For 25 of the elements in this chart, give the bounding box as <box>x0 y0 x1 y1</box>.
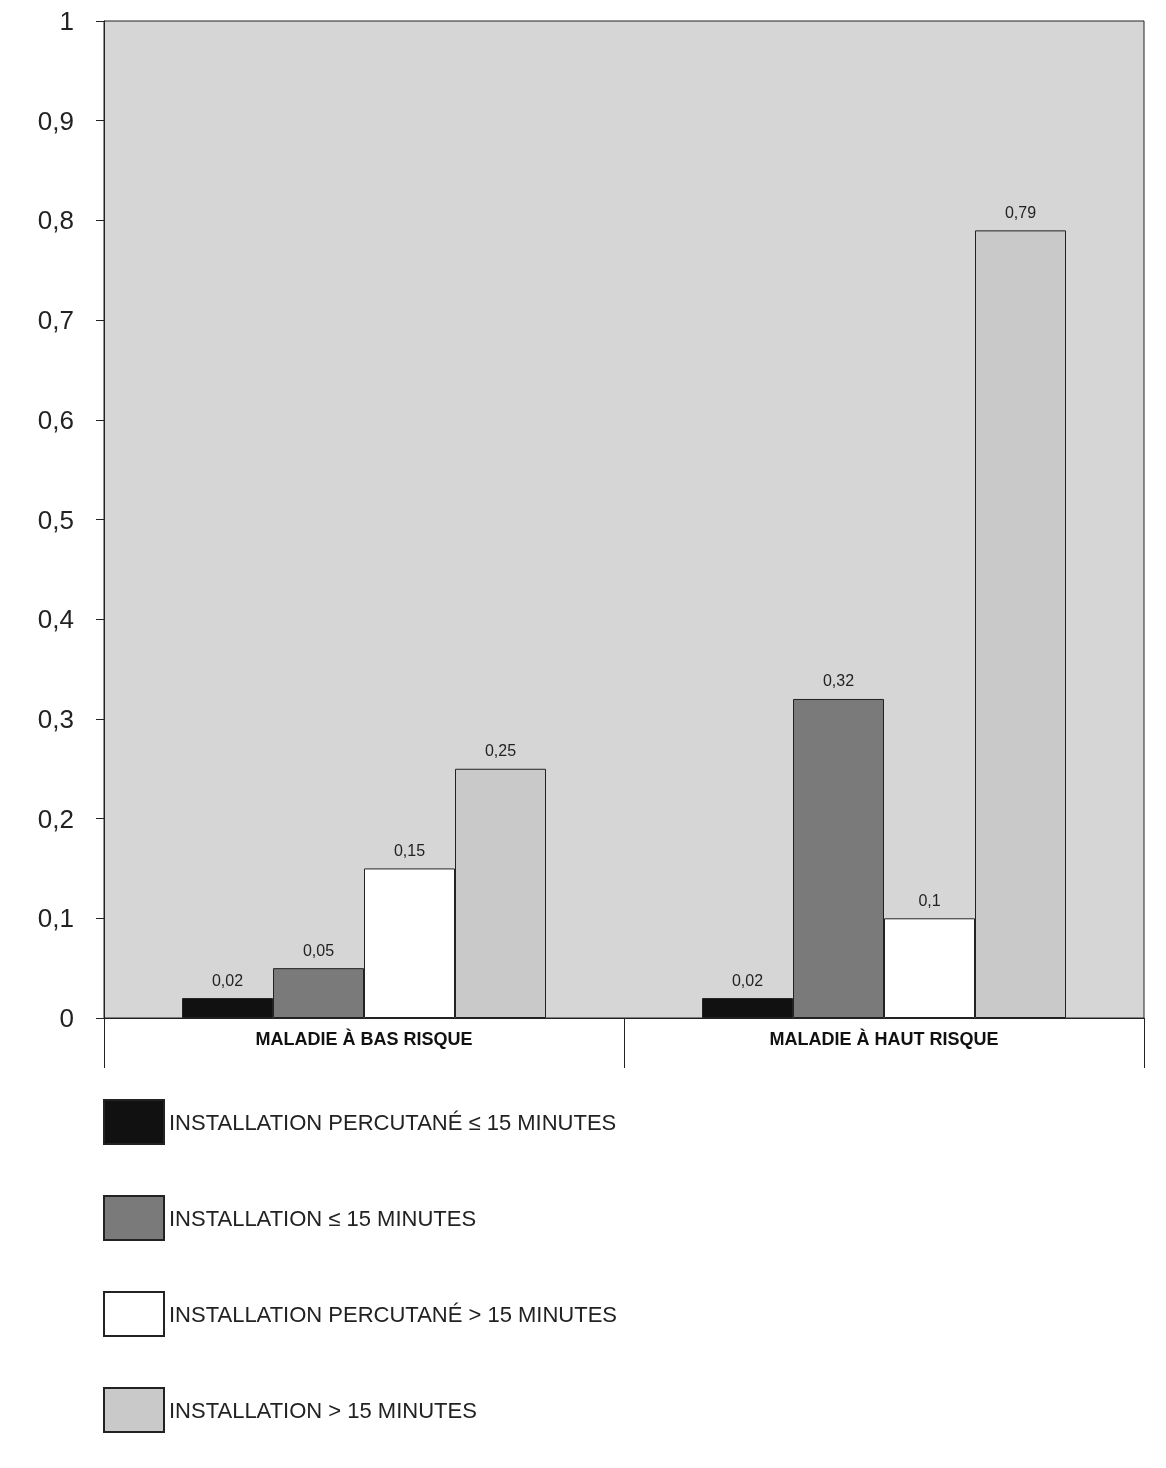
y-tick-label: 0,5 <box>37 504 74 535</box>
data-label: 0,79 <box>1004 203 1037 221</box>
y-tick-label: 0,1 <box>37 903 74 934</box>
y-tick-label: 0,9 <box>37 105 74 136</box>
y-tick-label: 0,7 <box>37 305 74 336</box>
legend-label: INSTALLATION ≤ 15 MINUTES <box>169 1205 477 1231</box>
data-label: 0,02 <box>731 971 764 989</box>
data-label: 0,02 <box>211 971 244 989</box>
data-label: 0,25 <box>484 742 517 760</box>
legend-label: INSTALLATION > 15 MINUTES <box>169 1397 477 1423</box>
y-tick-label: 0,2 <box>37 803 74 834</box>
x-tick-label: MALADIE À BAS RISQUE <box>255 1028 473 1049</box>
data-label: 0,05 <box>302 941 335 959</box>
y-tick-label: 0 <box>59 1003 74 1033</box>
data-label: 0,32 <box>822 672 855 690</box>
y-tick-label: 1 <box>59 6 74 36</box>
y-tick-label: 0,6 <box>37 404 74 435</box>
y-tick-label: 0,8 <box>37 205 74 236</box>
legend-label: INSTALLATION PERCUTANÉ ≤ 15 MINUTES <box>169 1109 617 1135</box>
legend-label: INSTALLATION PERCUTANÉ > 15 MINUTES <box>169 1301 618 1327</box>
y-tick-label: 0,4 <box>37 604 74 635</box>
y-tick-label: 0,3 <box>37 703 74 734</box>
data-label: 0,15 <box>393 841 426 859</box>
x-tick-label: MALADIE À HAUT RISQUE <box>769 1028 999 1049</box>
data-label: 0,1 <box>918 891 941 909</box>
